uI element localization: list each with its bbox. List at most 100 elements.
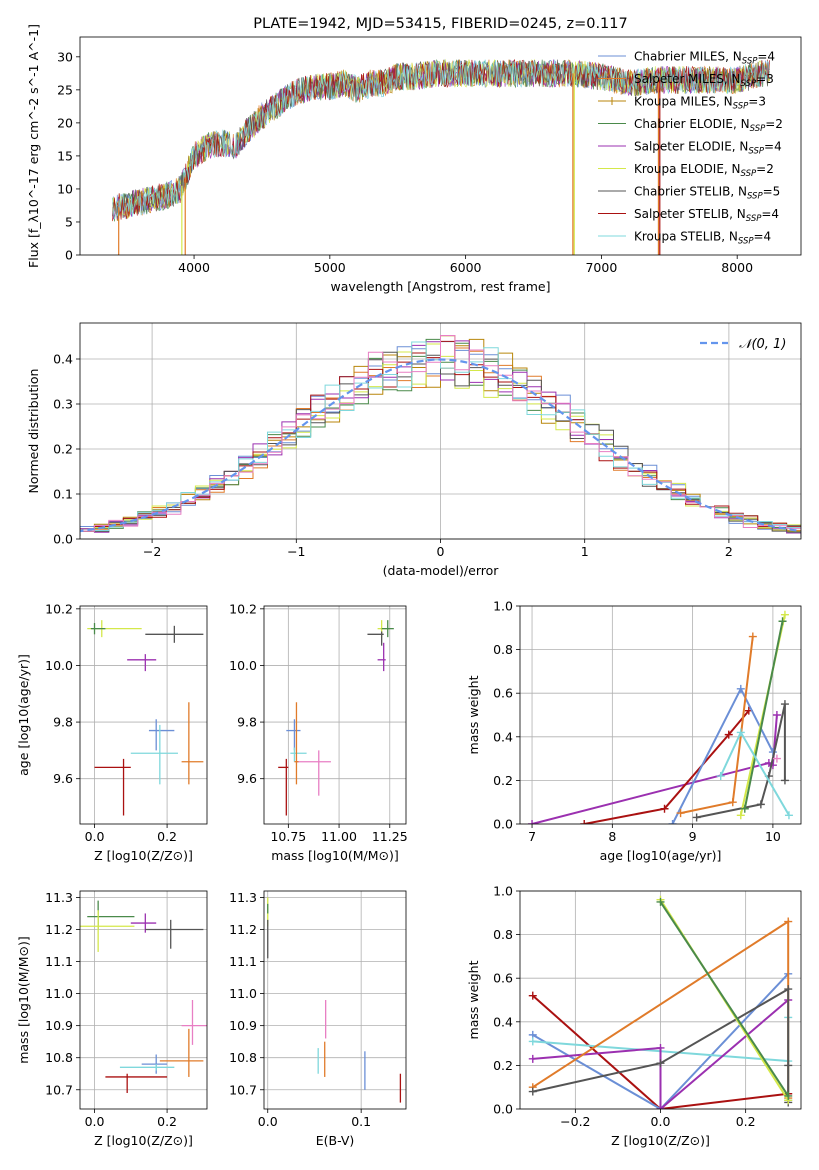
weight-point [528, 1087, 537, 1096]
weight-point [656, 1043, 665, 1052]
weight-point [528, 991, 537, 1000]
weight-point [692, 813, 701, 822]
legend-label-sub: SSP [741, 169, 757, 179]
age-vs-mass-axes: 10.75 11.00 11.25 9.6 9.8 10.0 10.2 mass [log10… [229, 601, 408, 863]
x-axis-label: (data-model)/error [383, 563, 500, 578]
weight-point [660, 804, 669, 813]
y-tick-label: 10 [57, 181, 73, 196]
x-tick-label: 0.0 [85, 829, 105, 844]
y-tick-label: 0.0 [493, 1102, 513, 1117]
legend-label-main: Kroupa STELIB, N [634, 230, 738, 244]
y-tick-label: 10.7 [45, 1082, 73, 1097]
legend-label-main: Chabrier STELIB, N [634, 185, 747, 199]
x-tick-label: 10 [765, 829, 781, 844]
mass-vs-Z-plot [80, 900, 207, 1093]
y-tick-label: 11.3 [229, 890, 257, 905]
residuals-plot [80, 335, 801, 538]
y-tick-label: 11.3 [45, 890, 73, 905]
weight-vs-Z-plot [528, 895, 793, 1109]
weight-point [784, 985, 793, 994]
y-axis-label: age [log10(age/yr)] [16, 654, 31, 776]
legend-label-sub: SSP [747, 192, 763, 202]
y-tick-label: 0 [65, 248, 73, 263]
legend-label-tail: =2 [756, 162, 774, 176]
weight-point [728, 798, 737, 807]
axes-frame [79, 890, 208, 1110]
legend-label-sub: SSP [738, 237, 754, 247]
y-tick-label: 11.2 [45, 922, 73, 937]
y-axis-label: mass weight [466, 675, 481, 754]
legend-label-main: Salpeter ELODIE, N [634, 140, 748, 154]
weight-point [656, 897, 665, 906]
legend-label-tail: =2 [765, 117, 783, 131]
weight-point [528, 1037, 537, 1046]
legend-label-tail: =4 [764, 140, 782, 154]
y-tick-label: 10.9 [45, 1018, 73, 1033]
x-tick-label: −1 [287, 544, 305, 559]
weight-point [756, 800, 765, 809]
legend-label-sub: SSP [750, 124, 766, 134]
weight-point [676, 809, 685, 818]
x-tick-label: 0.2 [736, 1114, 756, 1129]
x-axis-label: wavelength [Angstrom, rest frame] [330, 279, 550, 294]
weight-point [724, 730, 733, 739]
legend-label: Salpeter MILES, NSSP=3 [634, 72, 774, 89]
residuals-axes: −2 −1 0 1 2 0.0 0.1 0.2 0.3 0.4 (data-model)/error… [26, 322, 802, 578]
y-tick-label: 10.0 [229, 658, 257, 673]
y-axis-label: mass weight [466, 960, 481, 1039]
x-axis-label: mass [log10(M/M⊙)] [271, 848, 399, 863]
x-tick-label: 10.75 [270, 829, 306, 844]
y-tick-label: 9.8 [237, 715, 257, 730]
legend-label-sub: SSP [742, 57, 758, 67]
y-tick-label: 10.8 [229, 1050, 257, 1065]
weight-point [748, 632, 757, 641]
legend-label: Salpeter STELIB, NSSP=4 [634, 207, 779, 224]
legend-label-sub: SSP [741, 79, 757, 89]
legend-label: Kroupa STELIB, NSSP=4 [634, 230, 771, 247]
weight-point [528, 1054, 537, 1063]
axes-frame [263, 605, 407, 825]
y-tick-label: 10.2 [229, 601, 257, 616]
x-tick-label: 0.0 [85, 1114, 105, 1129]
weight-vs-age-plot [528, 610, 793, 824]
weight-line [659, 901, 790, 1097]
spectrum-axes: 4000 5000 6000 7000 8000 0 5 10 15 20 25 30 waveleng… [26, 16, 802, 294]
y-tick-label: 0.0 [493, 817, 513, 832]
legend-label: Chabrier STELIB, NSSP=5 [634, 185, 780, 202]
weight-line [743, 621, 784, 809]
y-tick-label: 9.6 [237, 771, 257, 786]
y-tick-label: 9.8 [53, 715, 73, 730]
x-axis-label: Z [log10(Z/Z⊙)] [94, 848, 193, 863]
x-tick-label: 9 [689, 829, 697, 844]
x-tick-label: 8 [608, 829, 616, 844]
weight-vs-Z-axes: −0.2 0.0 0.2 0.0 0.2 0.4 0.6 0.8 1.0 Z [log10(Z/Z… [466, 884, 802, 1148]
y-tick-label: 10.8 [45, 1050, 73, 1065]
axes-frame [519, 605, 802, 825]
y-tick-label: 0.8 [493, 642, 513, 657]
legend-label-main: Salpeter STELIB, N [634, 207, 746, 221]
axes-frame [79, 322, 802, 540]
weight-point [740, 804, 749, 813]
x-tick-label: 0 [437, 544, 445, 559]
x-tick-label: 0.0 [258, 1114, 278, 1129]
x-axis-label: E(B-V) [316, 1133, 355, 1148]
y-tick-label: 11.2 [229, 922, 257, 937]
y-tick-label: 0.0 [53, 532, 73, 547]
y-axis-label: Normed distribution [26, 369, 41, 494]
weight-point [784, 1091, 793, 1100]
legend-label-main: Kroupa MILES, N [634, 95, 733, 109]
mass-vs-Z-axes: 0.0 0.2 10.7 10.8 10.9 11.0 11.1 11.2 11.3 Z [log… [16, 890, 208, 1148]
weight-point [784, 1061, 793, 1070]
weight-point [736, 684, 745, 693]
y-tick-label: 10.0 [45, 658, 73, 673]
weight-point [716, 772, 725, 781]
mass-vs-EBV-plot [267, 897, 402, 1103]
legend: 𝒩(0, 1) [700, 337, 786, 352]
y-tick-label: 11.1 [229, 954, 257, 969]
weight-line [532, 999, 789, 1109]
x-tick-label: 0.1 [351, 1114, 371, 1129]
weight-line [532, 994, 789, 1109]
weight-point [780, 776, 789, 785]
age-vs-Z-plot [87, 620, 204, 816]
